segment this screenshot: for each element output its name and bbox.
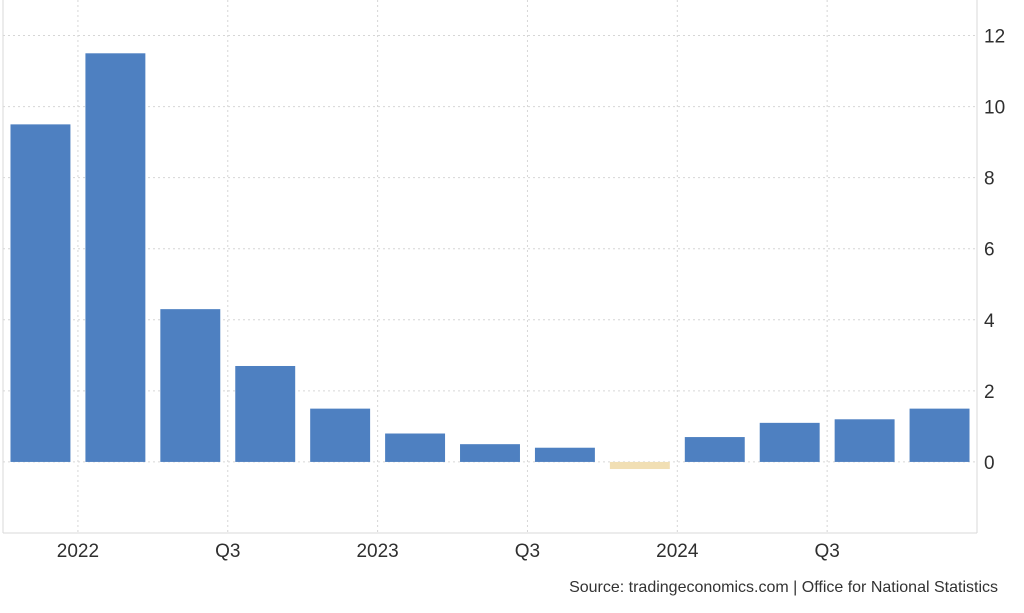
plot-frame [2,0,978,534]
bar[interactable] [909,408,970,462]
x-tick-label: Q3 [515,541,540,562]
source-label: Source: tradingeconomics.com | Office fo… [569,579,998,596]
bar[interactable] [534,447,595,462]
grid-lines [3,0,977,533]
y-tick-label: 12 [984,27,1005,48]
y-tick-label: 2 [984,382,995,403]
y-axis-ticks: 0 2 4 6 8 10 12 [984,27,1005,474]
bar[interactable] [310,408,371,462]
bar[interactable] [10,124,71,462]
x-tick-label: 2022 [57,541,99,562]
bar[interactable] [759,422,820,462]
x-axis-ticks: 2022 Q3 2023 Q3 2024 Q3 [57,541,840,562]
bar[interactable] [85,53,146,462]
bar[interactable] [460,444,520,462]
x-tick-label: 2024 [656,541,699,562]
x-tick-label: Q3 [215,541,240,562]
bars [10,53,970,470]
y-tick-label: 8 [984,169,995,190]
y-tick-label: 10 [984,98,1005,119]
x-tick-label: 2023 [356,541,398,562]
y-tick-label: 4 [984,311,995,332]
bar[interactable] [235,365,296,462]
x-tick-label: Q3 [814,541,839,562]
bar[interactable] [684,437,745,462]
bar[interactable] [834,419,895,462]
bar[interactable] [160,309,221,462]
bar[interactable] [385,433,446,462]
y-tick-label: 0 [984,453,995,474]
y-tick-label: 6 [984,240,995,261]
bar[interactable] [609,461,670,470]
